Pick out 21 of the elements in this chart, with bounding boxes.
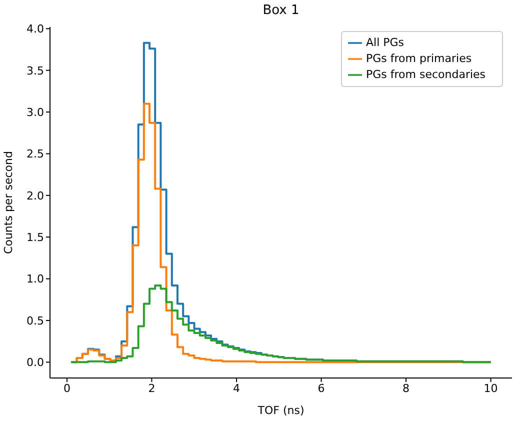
x-tick-label: 10 [484,382,498,395]
y-axis-title: Counts per second [2,151,15,254]
y-tick-label: 3.0 [26,106,44,119]
x-tick-label: 0 [63,382,70,395]
y-tick-label: 1.0 [26,272,44,286]
legend-label: All PGs [366,36,404,49]
x-tick-label: 2 [148,382,156,395]
y-tick-label: 0.0 [26,356,44,370]
y-tick-label: 2.5 [26,148,44,161]
y-tick-label: 3.5 [26,64,44,78]
y-tick-label: 4.0 [26,22,44,36]
x-tick-label: 8 [402,382,410,395]
x-axis-title: TOF (ns) [256,404,304,417]
x-tick-label: 6 [318,382,325,395]
y-tick-label: 1.5 [26,231,44,244]
y-tick-label: 2.0 [26,189,44,202]
x-tick-label: 4 [232,382,240,395]
legend-label: PGs from primaries [366,52,472,65]
y-tick-label: 0.5 [26,314,44,328]
chart-title: Box 1 [262,3,300,18]
legend-label: PGs from secondaries [366,68,486,81]
